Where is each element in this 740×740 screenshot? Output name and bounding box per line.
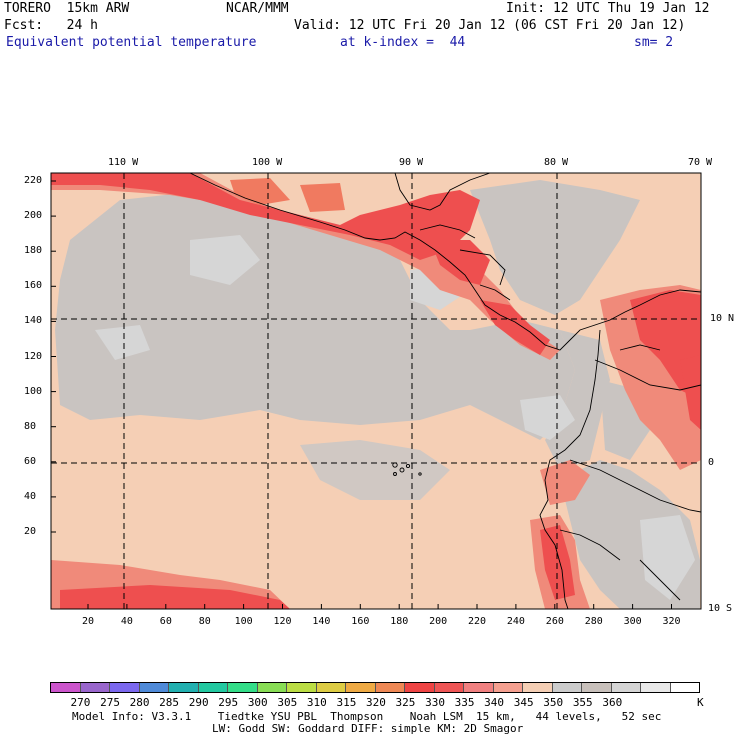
x-tick-label: 180 [390, 616, 409, 627]
x-tick-label: 100 [234, 616, 253, 627]
x-tick-label: 40 [120, 616, 133, 627]
lon-label-70w: 70 W [688, 157, 713, 168]
colorbar-label: 330 [425, 696, 445, 709]
colorbar-swatch [346, 683, 376, 692]
lon-label-110w: 110 W [108, 157, 139, 168]
lon-label-80w: 80 W [544, 157, 569, 168]
colorbar-swatch [670, 683, 699, 692]
valid-time: Valid: 12 UTC Fri 20 Jan 12 (06 CST Fri … [294, 18, 686, 33]
colorbar-swatch [611, 683, 641, 692]
lon-label-90w: 90 W [399, 157, 424, 168]
colorbar-swatch [228, 683, 258, 692]
x-tick-label: 140 [312, 616, 331, 627]
hot-regions [51, 173, 701, 609]
x-tick-label: 20 [82, 616, 95, 627]
colorbar-swatch [552, 683, 582, 692]
colorbar-label: 335 [454, 696, 475, 709]
colorbar-label: 310 [306, 696, 327, 709]
x-tick-label: 60 [159, 616, 172, 627]
x-tick-label: 300 [623, 616, 642, 627]
colorbar-swatch [287, 683, 317, 692]
colorbar-label: 285 [159, 696, 180, 709]
y-tick-label: 120 [24, 350, 43, 362]
colorbar-swatch [257, 683, 287, 692]
y-tick-label: 100 [24, 385, 43, 397]
colorbar-label: 345 [513, 696, 534, 709]
colorbar-label: 320 [366, 696, 386, 709]
colorbar-label: 270 [70, 696, 91, 709]
x-tick-label: 260 [545, 616, 564, 627]
x-tick-label: 320 [662, 616, 681, 627]
org-label: NCAR/MMM [226, 1, 289, 16]
y-tick-label: 20 [24, 526, 37, 537]
lat-label-10n: 10 N [710, 313, 735, 324]
colorbar-swatch [51, 683, 81, 692]
y-tick-label: 80 [24, 420, 37, 432]
physics-info-line: LW: Godd SW: Goddard DIFF: simple KM: 2D… [212, 722, 524, 735]
colorbar-label: 275 [100, 696, 120, 709]
x-tick-label: 280 [584, 616, 603, 627]
model-title: TORERO 15km ARW [4, 1, 130, 16]
colorbar-label: 295 [218, 696, 239, 709]
grey-regions [55, 180, 700, 609]
y-tick-label: 180 [24, 245, 43, 257]
x-tick-label: 200 [429, 616, 448, 627]
colorbar-label: 340 [484, 696, 505, 709]
lon-label-100w: 100 W [252, 157, 283, 168]
colorbar-swatch [464, 683, 494, 692]
colorbar-label: 280 [129, 696, 150, 709]
colorbar-swatch [582, 683, 612, 692]
colorbar-swatch [110, 683, 140, 692]
colorbar-swatch [493, 683, 523, 692]
lat-lon-grid [51, 173, 701, 609]
colorbar-label: 300 [247, 696, 268, 709]
colorbar-label: 325 [395, 696, 416, 709]
x-tick-label: 80 [198, 616, 211, 627]
colorbar-label: 290 [188, 696, 209, 709]
colorbar-swatch [641, 683, 671, 692]
lat-label-10s: 10 S [708, 603, 733, 614]
colorbar-swatch [198, 683, 228, 692]
x-tick-marks [87, 604, 672, 609]
x-tick-label: 220 [468, 616, 487, 627]
colorbar-swatch [405, 683, 435, 692]
lat-label-0: 0 [708, 457, 715, 468]
smoothing-label: sm= 2 [634, 35, 674, 50]
light-grey-regions [95, 235, 695, 600]
y-tick-label: 60 [24, 455, 37, 467]
field-name: Equivalent potential temperature [6, 35, 257, 50]
colorbar-label: 360 [602, 696, 623, 709]
x-tick-label: 160 [351, 616, 370, 627]
colorbar-label: 355 [572, 696, 593, 709]
y-tick-label: 140 [24, 315, 43, 327]
y-tick-label: 220 [24, 175, 43, 186]
y-tick-marks [51, 180, 56, 533]
colorbar-swatch [434, 683, 464, 692]
map-frame [50, 172, 702, 610]
colorbar-swatch [375, 683, 405, 692]
y-tick-label: 160 [24, 280, 43, 292]
colorbar-label: 350 [543, 696, 564, 709]
colorbar-swatch [316, 683, 346, 692]
colorbar-label: 305 [277, 696, 298, 709]
colorbar-swatch [80, 683, 110, 692]
x-tick-label: 240 [506, 616, 525, 627]
colorbar [50, 682, 700, 693]
y-tick-label: 200 [24, 210, 43, 222]
init-time: Init: 12 UTC Thu 19 Jan 12 [506, 1, 710, 16]
x-tick-label: 120 [273, 616, 292, 627]
forecast-hour: Fcst: 24 h [4, 18, 98, 33]
k-index-label: at k-index = 44 [340, 35, 466, 50]
colorbar-swatch [139, 683, 169, 692]
colorbar-label: K [697, 696, 704, 709]
model-info-line: Model Info: V3.3.1 Tiedtke YSU PBL Thomp… [72, 710, 662, 723]
colorbar-swatch [523, 683, 553, 692]
colorbar-swatch [169, 683, 199, 692]
y-tick-label: 40 [24, 490, 37, 502]
colorbar-label: 315 [336, 696, 357, 709]
